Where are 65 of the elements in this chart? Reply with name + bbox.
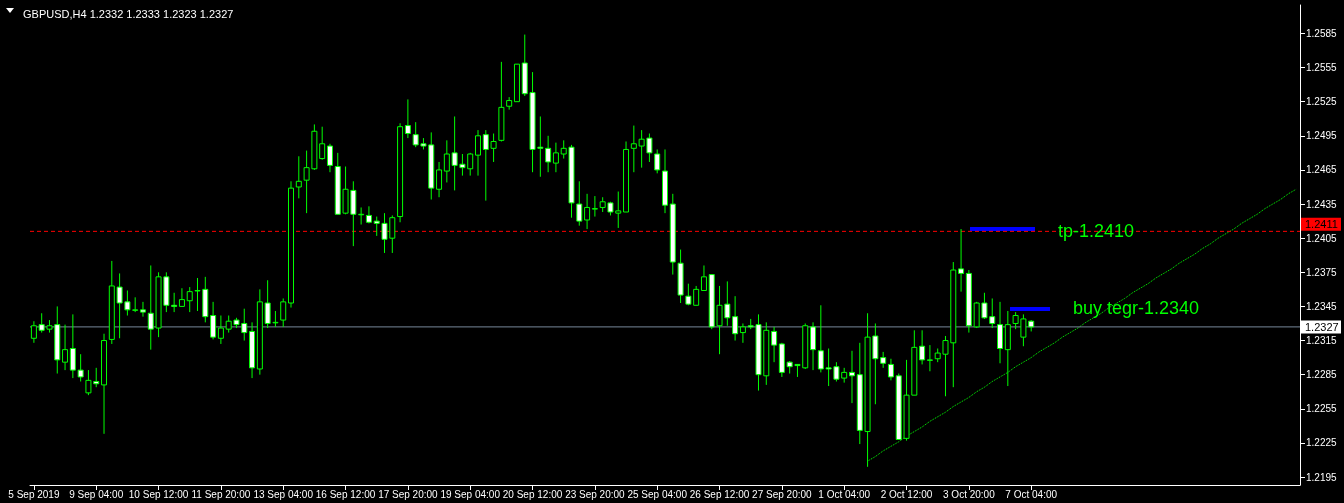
candlestick [958,228,965,293]
candlestick [700,264,707,291]
x-tick-label: 27 Sep 20:00 [752,488,813,500]
candlestick [178,287,185,307]
candlestick [732,295,739,342]
candlestick [887,358,894,381]
annotation: buy tegr-1.2340 [1073,298,1200,318]
x-tick-label: 9 Sep 04:00 [69,488,124,500]
x-tick-label: 5 Sep 2019 [8,488,60,500]
annotation: tp-1.2410 [1058,221,1135,241]
candlestick [475,129,482,177]
y-tick-label: 1.2315 [1306,335,1338,347]
candlestick [771,326,778,363]
y-tick-label: 1.2465 [1306,164,1338,176]
x-tick-label: 26 Sep 12:00 [689,488,750,500]
x-tick-label: 23 Sep 20:00 [565,488,626,500]
candlestick [739,322,746,344]
chart-title: GBPUSD,H4 1.2332 1.2333 1.2323 1.2327 [23,7,234,20]
y-tick-label: 1.2495 [1306,130,1338,142]
x-tick-label: 20 Sep 12:00 [502,488,563,500]
candlestick [552,142,559,173]
candlestick [217,315,224,345]
candlestick [997,301,1004,364]
candlestick [591,195,598,218]
candlestick [926,344,933,372]
candlestick [919,329,926,365]
x-tick-label: 2 Oct 12:00 [880,488,933,500]
ref-line-label: 1.2327 [1305,320,1339,333]
candlestick [210,301,217,340]
candlestick [280,297,287,328]
y-tick-label: 1.2405 [1306,232,1338,244]
candlestick [30,320,37,344]
x-tick-label: 19 Sep 04:00 [440,488,501,500]
candlestick [171,292,178,313]
candlestick [139,301,146,318]
y-tick-label: 1.2225 [1306,437,1338,449]
candlestick [584,193,591,230]
candlestick [326,143,333,173]
x-tick-label: 3 Oct 20:00 [943,488,996,500]
candlestick [295,155,302,199]
candlestick [810,321,817,371]
candlestick [436,161,443,198]
candlestick [848,350,855,404]
x-tick-label: 11 Sep 20:00 [191,488,251,500]
candlestick [62,324,69,371]
x-tick-label: 13 Sep 04:00 [253,488,314,500]
x-tick-label: 16 Sep 12:00 [315,488,376,500]
y-tick-label: 1.2375 [1306,266,1338,278]
x-tick-label: 10 Sep 12:00 [128,488,189,500]
x-tick-label: 7 Oct 04:00 [1005,488,1058,500]
ref-line-label: 1.2411 [1305,218,1338,231]
x-tick-label: 25 Sep 04:00 [627,488,688,500]
x-tick-label: 1 Oct 04:00 [818,488,871,500]
y-tick-label: 1.2195 [1306,471,1338,483]
y-tick-label: 1.2555 [1306,62,1338,74]
y-tick-label: 1.2585 [1306,27,1338,39]
y-tick-label: 1.2255 [1306,403,1338,415]
x-tick-label: 17 Sep 20:00 [378,488,439,500]
candlestick [545,135,552,173]
y-tick-label: 1.2345 [1306,300,1338,312]
candlestick [404,98,411,139]
y-tick-label: 1.2435 [1306,198,1338,210]
y-tick-label: 1.2525 [1306,96,1338,108]
candlestick [365,205,372,224]
y-tick-label: 1.2285 [1306,369,1338,381]
